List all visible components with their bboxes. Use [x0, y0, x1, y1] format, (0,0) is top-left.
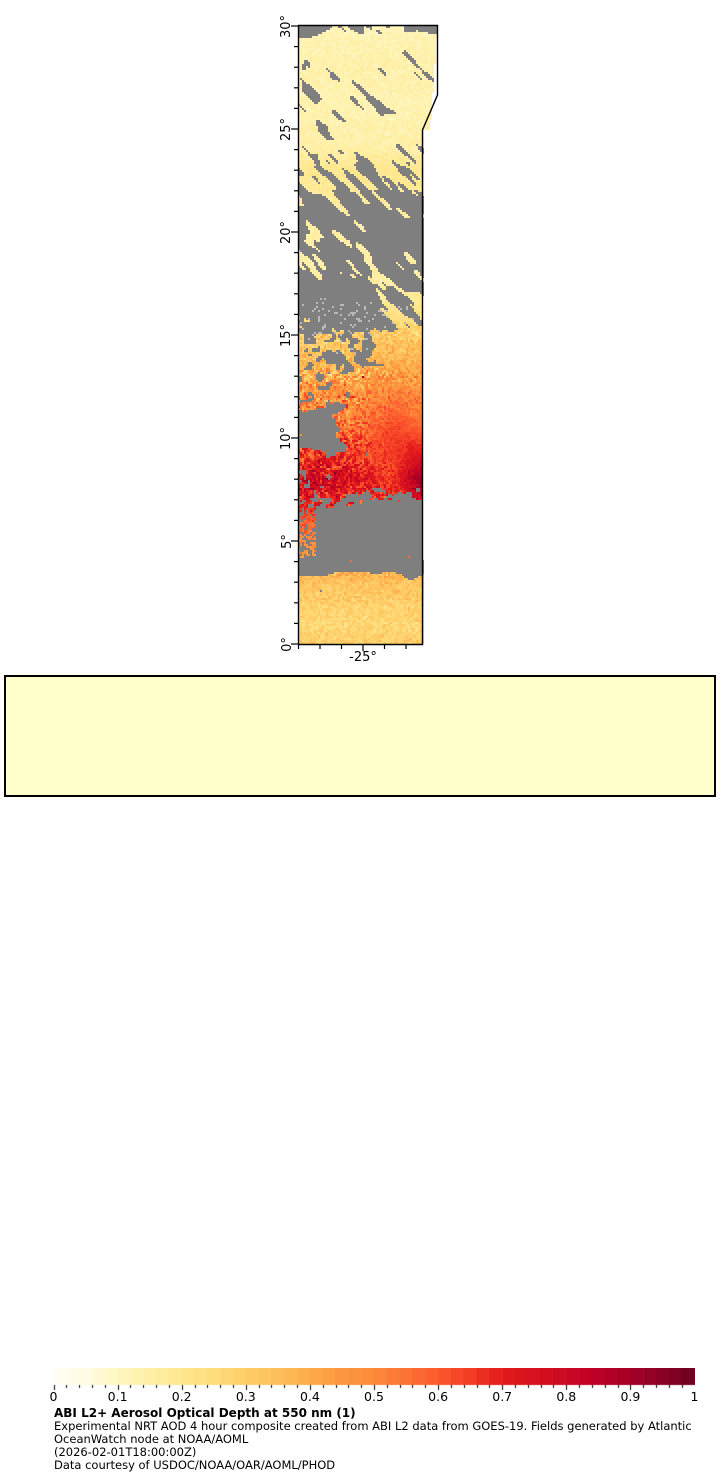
y-tick-label: 30°: [279, 4, 295, 48]
colorbar-tick-label: 0.1: [107, 1389, 128, 1404]
y-tick-label-text: 20°: [279, 220, 295, 244]
colorbar-tick-label: 0.6: [428, 1389, 449, 1404]
colorbar-tick-label: 0.3: [235, 1389, 256, 1404]
y-tick-label-text: 15°: [279, 323, 295, 347]
colorbar-tick-label: 0.2: [171, 1389, 192, 1404]
y-tick-label-text: 5°: [279, 533, 295, 549]
caption-line: (2026-02-01T18:00:00Z): [54, 1445, 197, 1459]
y-tick-label: 10°: [279, 416, 295, 460]
y-tick-label: 25°: [279, 107, 295, 151]
colorbar-tick-label: 0.4: [299, 1389, 320, 1404]
y-tick-label-text: 25°: [279, 117, 295, 141]
y-tick-label-text: 10°: [279, 426, 295, 450]
colorbar-tick-label: 1: [690, 1389, 699, 1404]
caption-block: ABI L2+ Aerosol Optical Depth at 550 nm …: [54, 1407, 692, 1472]
figure: 0° 5° 10° 15° 20° 25° 30° -25° 0 0.1 0.2 0.3 0.4 0.…: [4, 4, 716, 1472]
colorbar: [53, 1368, 695, 1391]
colorbar-tick-label: 0.7: [492, 1389, 513, 1404]
aod-map-raster: [298, 26, 446, 644]
y-tick-label-text: 0°: [279, 636, 295, 652]
caption-line: Data courtesy of USDOC/NOAA/OAR/AOML/PHO…: [54, 1458, 336, 1472]
colorbar-tick-label: 0: [49, 1389, 58, 1404]
legend-panel: 0 0.1 0.2 0.3 0.4 0.5 0.6 0.7 0.8 0.9 1 ABI L2+ Ae…: [4, 675, 716, 1472]
caption-line: Experimental NRT AOD 4 hour composite cr…: [54, 1419, 692, 1433]
y-tick-label: 20°: [279, 210, 295, 254]
colorbar-tick-label: 0.9: [620, 1389, 641, 1404]
colorbar-tick-label: 0.8: [556, 1389, 577, 1404]
colorbar-tick-label: 0.5: [364, 1389, 384, 1404]
figure-title: ABI L2+ Aerosol Optical Depth at 550 nm …: [54, 1406, 356, 1420]
y-tick-label-text: 30°: [279, 14, 295, 38]
caption-line: OceanWatch node at NOAA/AOML: [54, 1432, 249, 1446]
y-tick-label: 0°: [279, 622, 295, 666]
y-tick-label: 15°: [279, 313, 295, 357]
y-tick-label: 5°: [279, 519, 295, 563]
x-tick-label: -25°: [349, 650, 377, 665]
